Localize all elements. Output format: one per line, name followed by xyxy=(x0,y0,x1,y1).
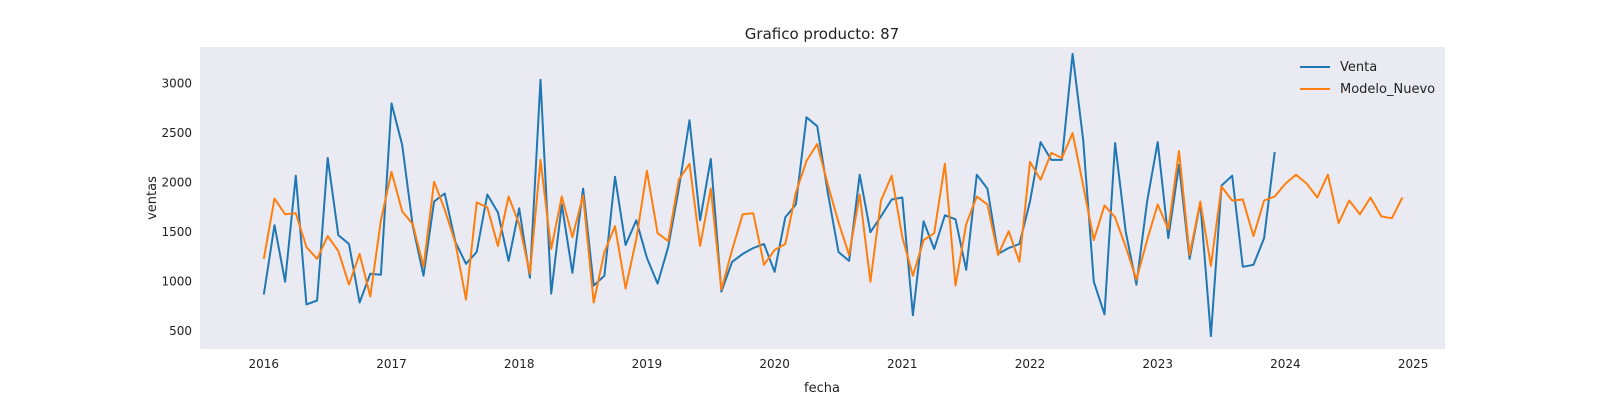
y-tick-label: 500 xyxy=(169,324,192,338)
y-axis: 500 1000 1500 2000 2500 3000 xyxy=(161,77,192,339)
legend-label-modelo-nuevo: Modelo_Nuevo xyxy=(1340,82,1435,97)
series-layer xyxy=(262,52,1404,338)
x-tick-label: 2019 xyxy=(632,357,663,371)
chart-title: Grafico producto: 87 xyxy=(745,25,899,43)
y-tick-label: 3000 xyxy=(161,77,192,91)
x-tick-label: 2023 xyxy=(1142,357,1173,371)
legend: Venta Modelo_Nuevo xyxy=(1300,60,1435,97)
x-tick-label: 2024 xyxy=(1270,357,1301,371)
x-axis-label: fecha xyxy=(804,381,840,396)
series-line-modelo-nuevo xyxy=(262,132,1404,304)
x-tick-label: 2020 xyxy=(759,357,790,371)
x-tick-label: 2017 xyxy=(376,357,407,371)
y-tick-label: 1500 xyxy=(161,225,192,239)
y-tick-label: 2000 xyxy=(161,176,192,190)
x-tick-label: 2021 xyxy=(887,357,918,371)
x-tick-label: 2016 xyxy=(249,357,280,371)
y-tick-label: 2500 xyxy=(161,126,192,140)
plot-area xyxy=(200,47,1445,349)
x-tick-label: 2018 xyxy=(504,357,535,371)
x-tick-label: 2022 xyxy=(1015,357,1046,371)
y-tick-label: 1000 xyxy=(161,275,192,289)
legend-label-venta: Venta xyxy=(1340,60,1377,75)
x-axis: 2016 2017 2018 2019 2020 2021 2022 2023 2024 2025 xyxy=(249,357,1429,371)
x-tick-label: 2025 xyxy=(1398,357,1429,371)
y-axis-label: ventas xyxy=(145,176,160,220)
